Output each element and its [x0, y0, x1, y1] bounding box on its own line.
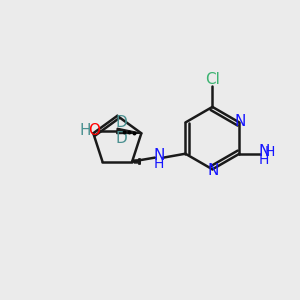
Text: N: N [258, 144, 270, 159]
Text: H: H [265, 145, 275, 159]
Text: D: D [115, 131, 127, 146]
Text: O: O [88, 123, 101, 138]
Text: H: H [80, 123, 91, 138]
Text: N: N [235, 114, 246, 129]
Text: Cl: Cl [205, 72, 220, 87]
Text: H: H [259, 153, 269, 167]
Text: N: N [153, 148, 165, 163]
Text: H: H [154, 157, 164, 171]
Polygon shape [117, 128, 141, 134]
Text: N: N [208, 163, 219, 178]
Text: D: D [115, 115, 127, 130]
